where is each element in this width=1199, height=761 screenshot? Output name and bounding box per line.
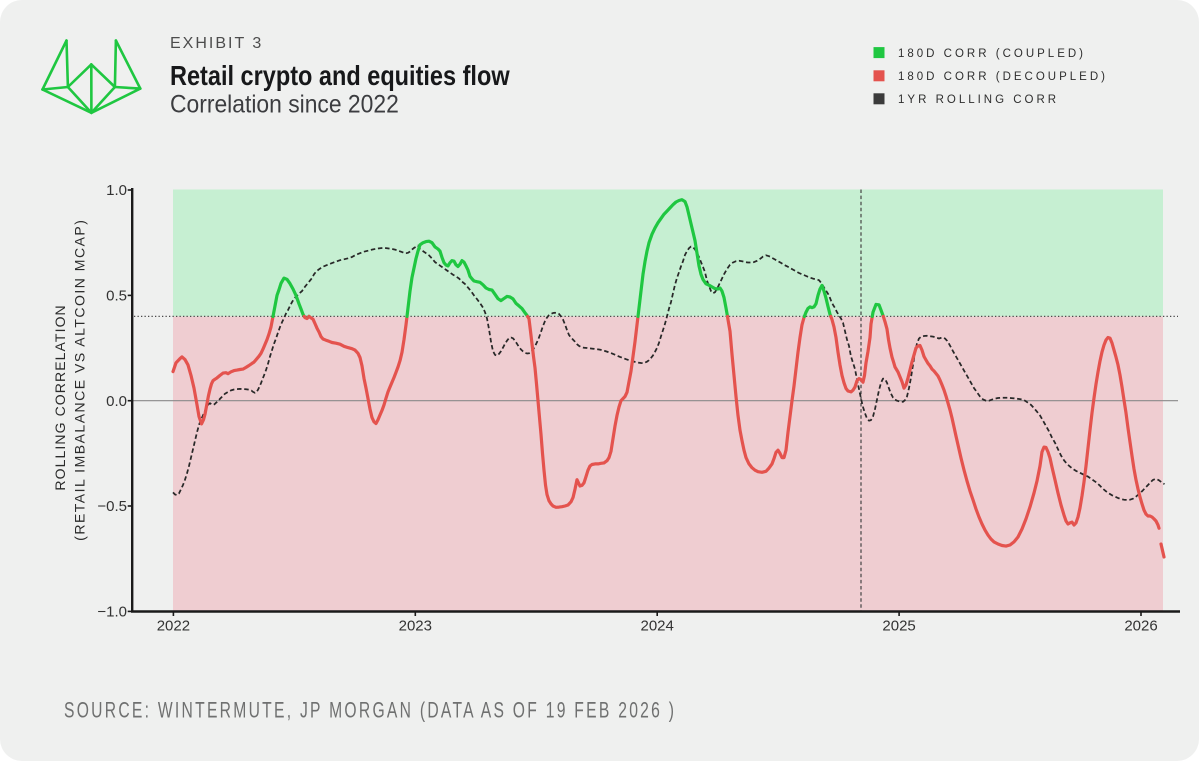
- svg-text:2025: 2025: [882, 618, 915, 635]
- svg-text:2023: 2023: [399, 618, 432, 635]
- svg-text:−1.0: −1.0: [97, 604, 127, 621]
- svg-text:Retail crypto and equities flo: Retail crypto and equities flow: [170, 61, 510, 91]
- svg-text:ROLLING CORRELATION: ROLLING CORRELATION: [52, 304, 68, 490]
- svg-text:(RETAIL IMBALANCE VS ALTCOIN M: (RETAIL IMBALANCE VS ALTCOIN MCAP): [72, 219, 88, 541]
- svg-text:1.0: 1.0: [106, 182, 127, 199]
- svg-text:0.5: 0.5: [106, 288, 127, 305]
- svg-text:0.0: 0.0: [106, 393, 127, 410]
- svg-text:2024: 2024: [641, 618, 674, 635]
- svg-text:Correlation since 2022: Correlation since 2022: [170, 91, 399, 119]
- svg-text:180D CORR (DECOUPLED): 180D CORR (DECOUPLED): [898, 71, 1108, 83]
- svg-text:1YR ROLLING CORR: 1YR ROLLING CORR: [898, 94, 1059, 106]
- svg-text:EXHIBIT 3: EXHIBIT 3: [170, 35, 263, 52]
- svg-text:2026: 2026: [1124, 618, 1157, 635]
- svg-text:SOURCE: WINTERMUTE, JP MORGAN: SOURCE: WINTERMUTE, JP MORGAN (DATA AS O…: [64, 699, 676, 723]
- svg-text:2022: 2022: [157, 618, 190, 635]
- svg-text:−0.5: −0.5: [97, 498, 127, 515]
- svg-text:180D CORR (COUPLED): 180D CORR (COUPLED): [898, 48, 1086, 60]
